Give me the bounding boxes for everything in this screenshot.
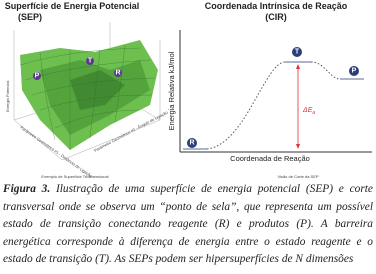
y-label: Energia Relativa kJ/mol bbox=[167, 51, 176, 130]
reaction-path bbox=[206, 61, 341, 150]
point-label: T bbox=[88, 58, 93, 65]
left-title: Superfície de Energia Potencial bbox=[5, 1, 140, 11]
point-marker bbox=[33, 72, 41, 80]
arrow-head bbox=[296, 64, 300, 69]
point-marker bbox=[86, 57, 94, 65]
state-marker bbox=[292, 47, 302, 57]
state-marker bbox=[187, 138, 197, 148]
caption-label: Figura 3. bbox=[3, 183, 51, 195]
barrier-sub: a bbox=[312, 110, 315, 116]
left-footnote: Exemplo de Superfície Tridimensional bbox=[41, 174, 108, 179]
surface bbox=[19, 40, 158, 150]
state-label: R bbox=[189, 140, 194, 147]
axis-label: Energia Potencial bbox=[5, 81, 10, 112]
arrow-head bbox=[296, 144, 300, 149]
right-title: Coordenada Intrínsica de Reação bbox=[205, 1, 348, 11]
point-marker bbox=[114, 69, 122, 77]
caption: Figura 3. Ilustração de uma superfície d… bbox=[3, 181, 373, 269]
state-label: P bbox=[352, 68, 357, 75]
barrier-label: ΔEa bbox=[302, 107, 315, 116]
point-label: P bbox=[35, 73, 40, 80]
right-title: (CIR) bbox=[265, 12, 287, 22]
barrier-symbol: ΔE bbox=[302, 107, 313, 114]
point-label: R bbox=[115, 70, 120, 77]
state-marker bbox=[349, 66, 359, 76]
x-label: Coordenada de Reação bbox=[230, 154, 310, 163]
left-title: (SEP) bbox=[18, 12, 42, 22]
caption-text: Ilustração de uma superfície de energia … bbox=[3, 183, 373, 266]
state-label: T bbox=[295, 49, 300, 56]
figure: Superfície de Energia Potencial (SEP) P … bbox=[5, 1, 372, 179]
right-footnote: Visão de Corte da SEP bbox=[277, 174, 318, 179]
